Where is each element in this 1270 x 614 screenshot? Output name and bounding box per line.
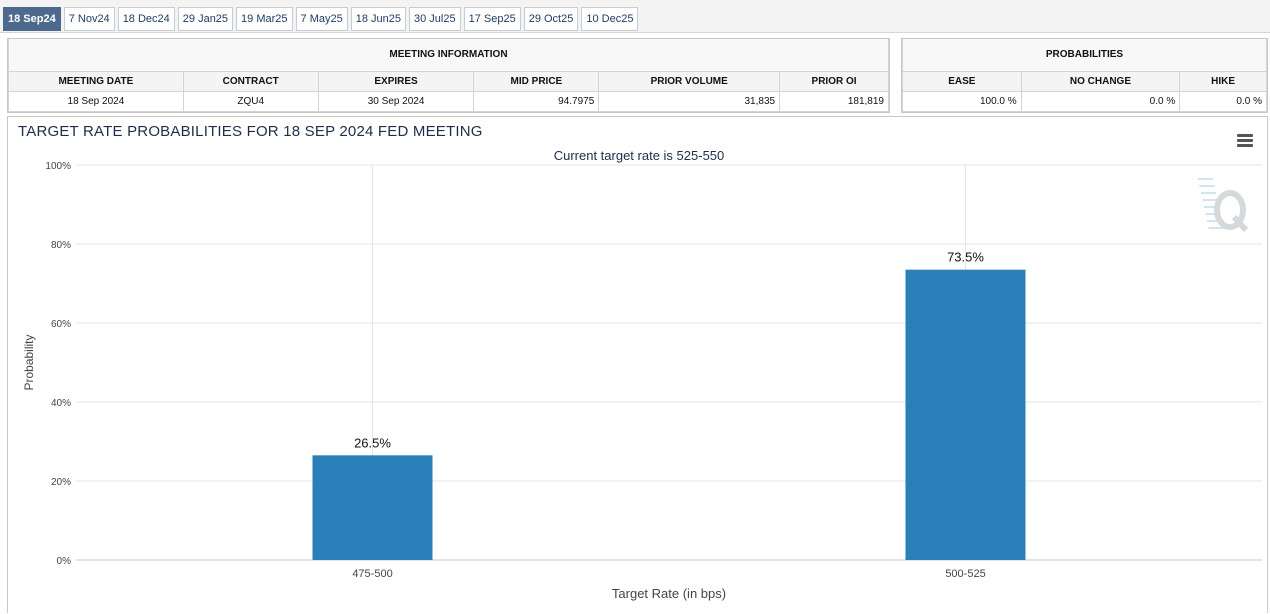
mid-price-value: 94.7975 — [473, 90, 600, 112]
y-tick-label: 0% — [57, 556, 72, 567]
meeting-tab-1[interactable]: 7 Nov24 — [63, 7, 115, 31]
meeting-tab-4[interactable]: 19 Mar25 — [236, 7, 293, 31]
meeting-date-header: MEETING DATE — [8, 70, 184, 92]
y-tick-label: 80% — [51, 240, 71, 251]
bar-data-label: 26.5% — [354, 435, 391, 450]
meeting-tab-8[interactable]: 17 Sep25 — [463, 7, 521, 31]
meeting-tab-7[interactable]: 30 Jul25 — [409, 7, 461, 31]
prior-oi-value: 181,819 — [779, 90, 889, 112]
meeting-tab-3[interactable]: 29 Jan25 — [177, 7, 234, 31]
expires-header: EXPIRES — [317, 70, 475, 92]
meeting-tabs: 18 Sep24 7 Nov24 18 Dec24 29 Jan25 19 Mar25 7… — [3, 7, 639, 31]
chart-title: TARGET RATE PROBABILITIES FOR 18 SEP 202… — [18, 123, 483, 140]
mid-price-header: MID PRICE — [473, 70, 600, 92]
meeting-information-title: MEETING INFORMATION — [8, 39, 889, 72]
bar-data-label: 73.5% — [947, 250, 984, 265]
probabilities-panel: PROBABILITIES EASE NO CHANGE HIKE 100.0 … — [901, 38, 1268, 113]
meeting-date-value: 18 Sep 2024 — [8, 90, 184, 112]
ease-value: 100.0 % — [902, 90, 1022, 112]
chart-subtitle: Current target rate is 525-550 — [554, 148, 725, 163]
x-axis-title: Target Rate (in bps) — [612, 586, 726, 601]
y-tick-label: 40% — [51, 398, 71, 409]
hike-header: HIKE — [1179, 70, 1267, 92]
probability-bar-chart: Current target rate is 525-550 0% 20% 40% 60… — [22, 148, 1262, 601]
ease-header: EASE — [902, 70, 1022, 92]
meeting-information-panel: MEETING INFORMATION MEETING DATE CONTRAC… — [7, 38, 890, 113]
y-tick-label: 100% — [45, 161, 71, 172]
meeting-tab-0[interactable]: 18 Sep24 — [3, 7, 61, 31]
expires-value: 30 Sep 2024 — [317, 90, 475, 112]
probabilities-title: PROBABILITIES — [902, 39, 1267, 72]
x-tick-label: 500-525 — [945, 568, 985, 580]
no-change-header: NO CHANGE — [1020, 70, 1181, 92]
y-axis-title: Probability — [22, 334, 36, 390]
meeting-tab-6[interactable]: 18 Jun25 — [350, 7, 406, 31]
contract-header: CONTRACT — [182, 70, 319, 92]
x-tick-label: 475-500 — [352, 568, 392, 580]
hamburger-menu-icon[interactable] — [1237, 134, 1253, 147]
y-tick-label: 20% — [51, 477, 71, 488]
target-rate-chart-panel: TARGET RATE PROBABILITIES FOR 18 SEP 202… — [7, 116, 1268, 613]
meeting-tab-bar: 18 Sep24 7 Nov24 18 Dec24 29 Jan25 19 Mar25 7… — [0, 0, 1270, 33]
y-tick-label: 60% — [51, 319, 71, 330]
prior-volume-value: 31,835 — [598, 90, 781, 112]
meeting-tab-10[interactable]: 10 Dec25 — [581, 7, 639, 31]
contract-value: ZQU4 — [182, 90, 319, 112]
bar — [312, 455, 433, 560]
prior-oi-header: PRIOR OI — [779, 70, 889, 92]
hike-value: 0.0 % — [1179, 90, 1267, 112]
prior-volume-header: PRIOR VOLUME — [598, 70, 781, 92]
meeting-tab-9[interactable]: 29 Oct25 — [523, 7, 579, 31]
bar — [905, 269, 1026, 560]
no-change-value: 0.0 % — [1020, 90, 1181, 112]
meeting-tab-5[interactable]: 7 May25 — [295, 7, 348, 31]
q-logo-icon — [1198, 178, 1249, 233]
meeting-tab-2[interactable]: 18 Dec24 — [117, 7, 175, 31]
